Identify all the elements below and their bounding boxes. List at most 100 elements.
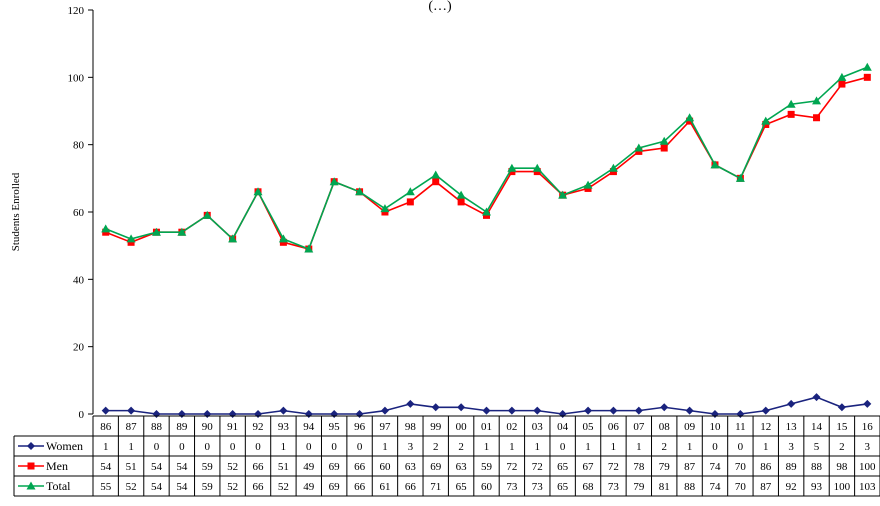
table-cell-total: 93 bbox=[811, 481, 823, 493]
table-cell-men: 79 bbox=[659, 461, 671, 473]
category-label: 03 bbox=[532, 421, 544, 433]
table-cell-men: 49 bbox=[303, 461, 315, 473]
data-point-women bbox=[584, 406, 593, 415]
data-point-women bbox=[355, 410, 364, 418]
data-point-women bbox=[609, 406, 618, 415]
data-point-women bbox=[558, 410, 567, 418]
table-cell-total: 65 bbox=[557, 481, 569, 493]
table-cell-women: 2 bbox=[433, 441, 439, 453]
data-point-total bbox=[532, 163, 542, 172]
table-cell-women: 0 bbox=[154, 441, 160, 453]
category-label: 98 bbox=[405, 421, 417, 433]
data-point-men bbox=[660, 144, 668, 152]
table-cell-total: 66 bbox=[354, 481, 366, 493]
table-cell-men: 72 bbox=[532, 461, 543, 473]
category-label: 02 bbox=[506, 421, 517, 433]
table-cell-total: 73 bbox=[506, 481, 518, 493]
data-point-total bbox=[278, 234, 288, 243]
data-point-total bbox=[151, 227, 161, 236]
category-label: 92 bbox=[253, 421, 264, 433]
category-label: 94 bbox=[303, 421, 315, 433]
category-label: 06 bbox=[608, 421, 620, 433]
data-point-women bbox=[152, 410, 161, 418]
table-cell-men: 59 bbox=[202, 461, 214, 473]
category-label: 09 bbox=[684, 421, 696, 433]
y-tick-label: 20 bbox=[73, 342, 85, 354]
data-point-total bbox=[837, 72, 847, 81]
legend-marker-total bbox=[26, 481, 36, 490]
table-cell-total: 60 bbox=[481, 481, 493, 493]
data-point-total bbox=[786, 99, 796, 108]
category-label: 88 bbox=[151, 421, 163, 433]
data-point-women bbox=[228, 410, 237, 418]
table-cell-men: 51 bbox=[278, 461, 289, 473]
table-cell-total: 54 bbox=[151, 481, 163, 493]
table-cell-women: 0 bbox=[179, 441, 185, 453]
table-cell-women: 0 bbox=[560, 441, 566, 453]
category-label: 15 bbox=[836, 421, 848, 433]
data-point-total bbox=[634, 143, 644, 152]
table-cell-men: 70 bbox=[735, 461, 747, 473]
table-cell-total: 69 bbox=[329, 481, 341, 493]
table-cell-men: 54 bbox=[176, 461, 188, 473]
table-cell-men: 100 bbox=[859, 461, 876, 473]
data-point-women bbox=[634, 406, 643, 415]
category-label: 86 bbox=[100, 421, 112, 433]
table-cell-total: 103 bbox=[859, 481, 876, 493]
data-point-total bbox=[812, 96, 822, 105]
table-cell-men: 89 bbox=[786, 461, 798, 473]
category-label: 99 bbox=[430, 421, 442, 433]
data-point-total bbox=[355, 187, 365, 196]
data-point-women bbox=[533, 406, 542, 415]
data-point-men bbox=[457, 198, 465, 206]
table-cell-total: 71 bbox=[430, 481, 441, 493]
data-point-total bbox=[558, 190, 568, 199]
data-point-women bbox=[710, 410, 719, 418]
legend-label-total: Total bbox=[46, 479, 71, 493]
category-label: 96 bbox=[354, 421, 366, 433]
data-point-women bbox=[482, 406, 491, 415]
y-tick-label: 40 bbox=[73, 274, 85, 286]
data-point-total bbox=[659, 136, 669, 145]
data-point-women bbox=[457, 403, 466, 412]
table-cell-total: 68 bbox=[583, 481, 595, 493]
y-tick-label: 0 bbox=[79, 409, 85, 421]
table-cell-total: 73 bbox=[608, 481, 620, 493]
data-point-women bbox=[863, 399, 872, 408]
table-cell-women: 1 bbox=[636, 441, 642, 453]
data-point-women bbox=[761, 406, 770, 415]
category-label: 08 bbox=[659, 421, 671, 433]
legend-label-women: Women bbox=[46, 439, 83, 453]
category-label: 10 bbox=[709, 421, 721, 433]
table-cell-total: 59 bbox=[202, 481, 214, 493]
table-cell-total: 74 bbox=[709, 481, 721, 493]
y-axis-label: Students Enrolled bbox=[10, 172, 22, 251]
table-cell-women: 2 bbox=[839, 441, 845, 453]
category-label: 13 bbox=[786, 421, 798, 433]
data-point-women bbox=[380, 406, 389, 415]
table-cell-total: 70 bbox=[735, 481, 747, 493]
data-point-women bbox=[304, 410, 313, 418]
table-cell-men: 74 bbox=[709, 461, 721, 473]
table-cell-women: 1 bbox=[103, 441, 109, 453]
category-label: 00 bbox=[456, 421, 468, 433]
table-cell-men: 60 bbox=[379, 461, 391, 473]
legend-marker-women bbox=[27, 442, 35, 450]
table-cell-women: 2 bbox=[458, 441, 464, 453]
table-cell-women: 1 bbox=[128, 441, 134, 453]
category-label: 05 bbox=[583, 421, 595, 433]
category-label: 93 bbox=[278, 421, 290, 433]
category-label: 87 bbox=[126, 421, 138, 433]
data-point-total bbox=[431, 170, 441, 179]
table-cell-women: 0 bbox=[357, 441, 363, 453]
data-point-men bbox=[787, 110, 795, 118]
table-cell-women: 0 bbox=[204, 441, 210, 453]
table-cell-women: 1 bbox=[382, 441, 388, 453]
table-cell-women: 1 bbox=[687, 441, 693, 453]
category-label: 04 bbox=[557, 421, 569, 433]
data-point-women bbox=[177, 410, 186, 418]
table-cell-women: 3 bbox=[788, 441, 794, 453]
data-point-total bbox=[456, 190, 466, 199]
data-point-women bbox=[254, 410, 263, 418]
category-label: 90 bbox=[202, 421, 214, 433]
